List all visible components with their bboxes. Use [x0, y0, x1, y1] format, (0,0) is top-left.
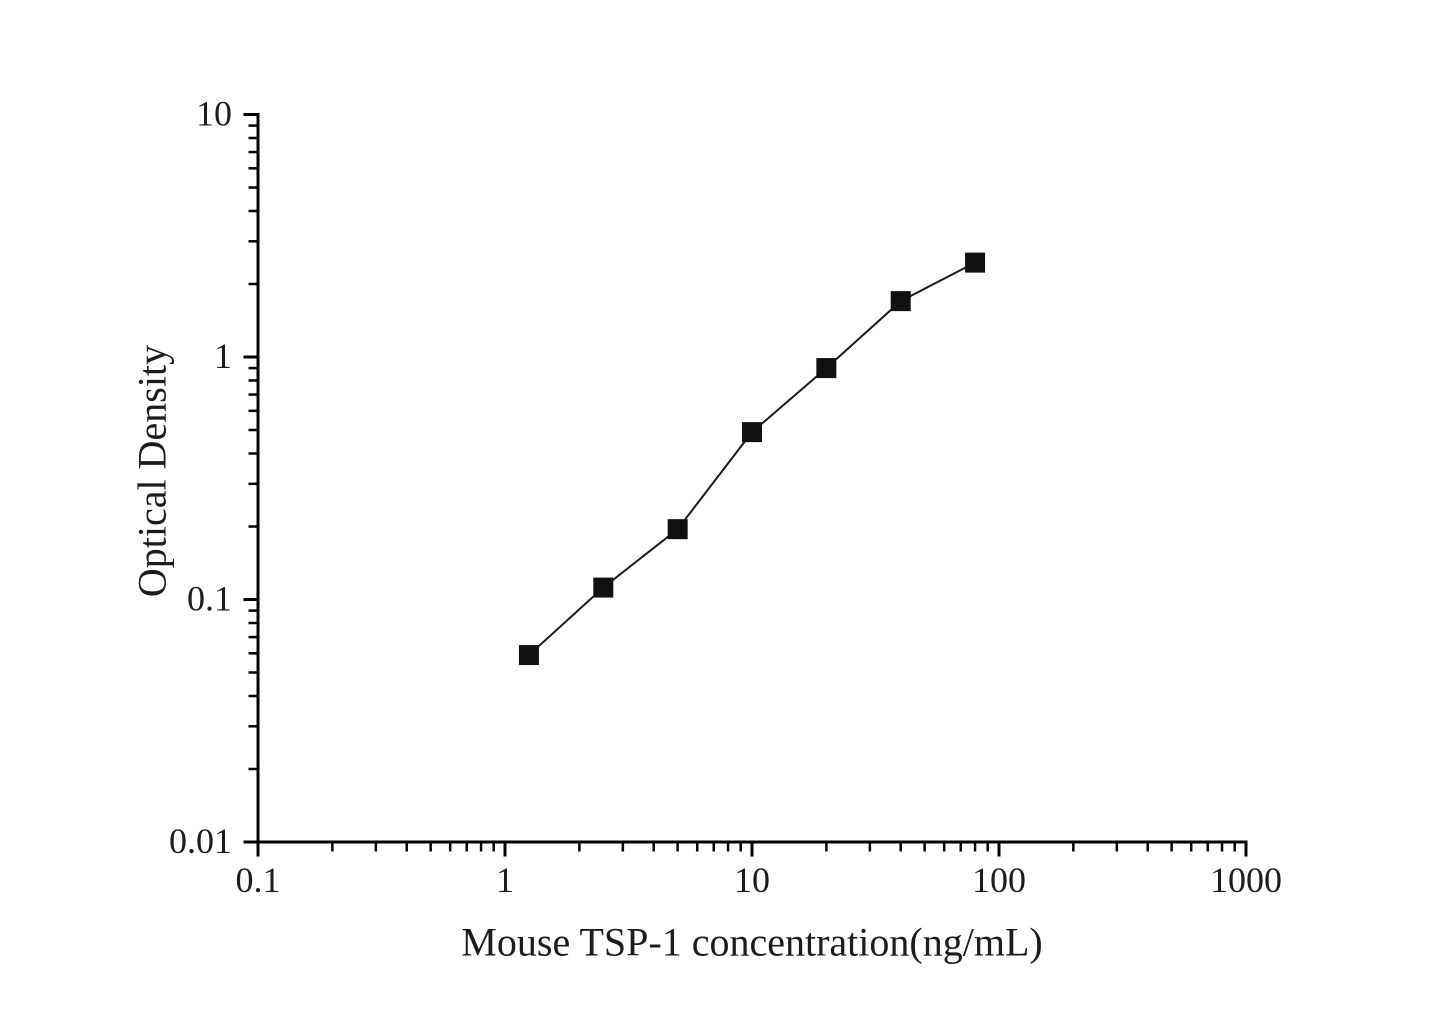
- x-tick-label: 0.1: [236, 860, 281, 900]
- data-point-marker: [890, 291, 911, 312]
- y-tick-label: 0.01: [169, 821, 232, 861]
- y-axis-title: Optical Density: [129, 344, 175, 598]
- x-tick-label: 1: [496, 860, 514, 900]
- data-point-marker: [816, 358, 837, 379]
- data-point-marker: [667, 519, 688, 540]
- x-tick-label: 10: [734, 860, 770, 900]
- y-tick-label: 0.1: [187, 579, 232, 619]
- x-tick-label: 100: [972, 860, 1026, 900]
- y-tick-label: 1: [214, 336, 232, 376]
- data-point-marker: [742, 422, 762, 443]
- data-point-marker: [593, 577, 614, 598]
- x-tick-label: 1000: [1210, 860, 1282, 900]
- x-axis-title: Mouse TSP-1 concentration(ng/mL): [461, 919, 1043, 965]
- data-point-marker: [965, 252, 986, 273]
- data-point-marker: [518, 645, 539, 666]
- y-tick-label: 10: [196, 94, 232, 134]
